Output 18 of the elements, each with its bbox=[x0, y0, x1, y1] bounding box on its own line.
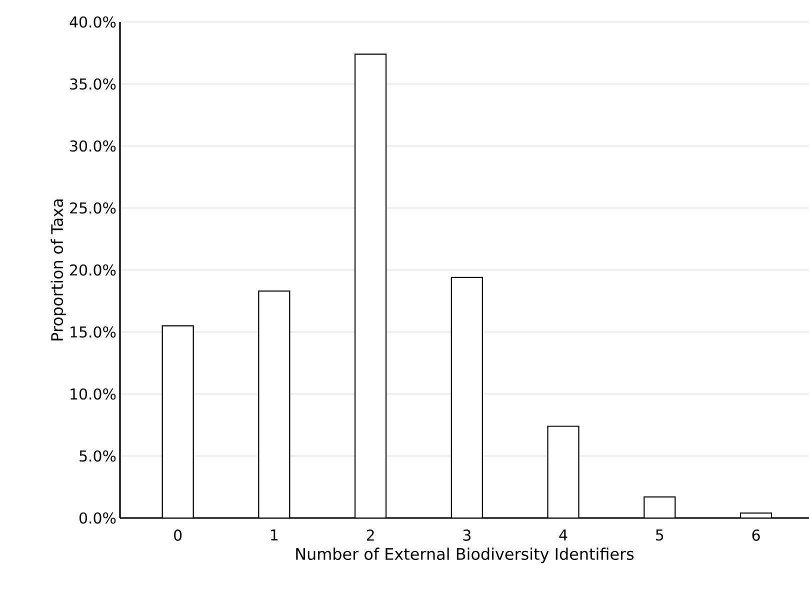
y-tick-label: 40.0% bbox=[70, 16, 116, 28]
y-tick-label: 30.0% bbox=[70, 140, 116, 152]
x-tick-label: 5 bbox=[656, 530, 664, 541]
y-tick-label: 20.0% bbox=[70, 264, 116, 276]
y-tick-label: 0.0% bbox=[80, 512, 116, 524]
y-tick-label: 10.0% bbox=[70, 388, 116, 400]
x-tick-label: 4 bbox=[559, 530, 568, 540]
x-tick-label: 1 bbox=[271, 530, 278, 540]
x-tick-label: 3 bbox=[463, 530, 470, 541]
y-axis-title: Proportion of Taxa bbox=[50, 200, 66, 340]
x-tick-label: 0 bbox=[174, 530, 182, 541]
x-axis-title: Number of External Biodiversity Identifiers bbox=[296, 548, 634, 564]
y-tick-label: 25.0% bbox=[70, 202, 116, 214]
x-tick-label: 2 bbox=[366, 530, 374, 541]
y-tick-label: 5.0% bbox=[80, 450, 116, 462]
x-tick-label: 6 bbox=[752, 530, 760, 541]
y-tick-label: 15.0% bbox=[70, 326, 116, 338]
y-tick-label: 35.0% bbox=[70, 78, 116, 90]
